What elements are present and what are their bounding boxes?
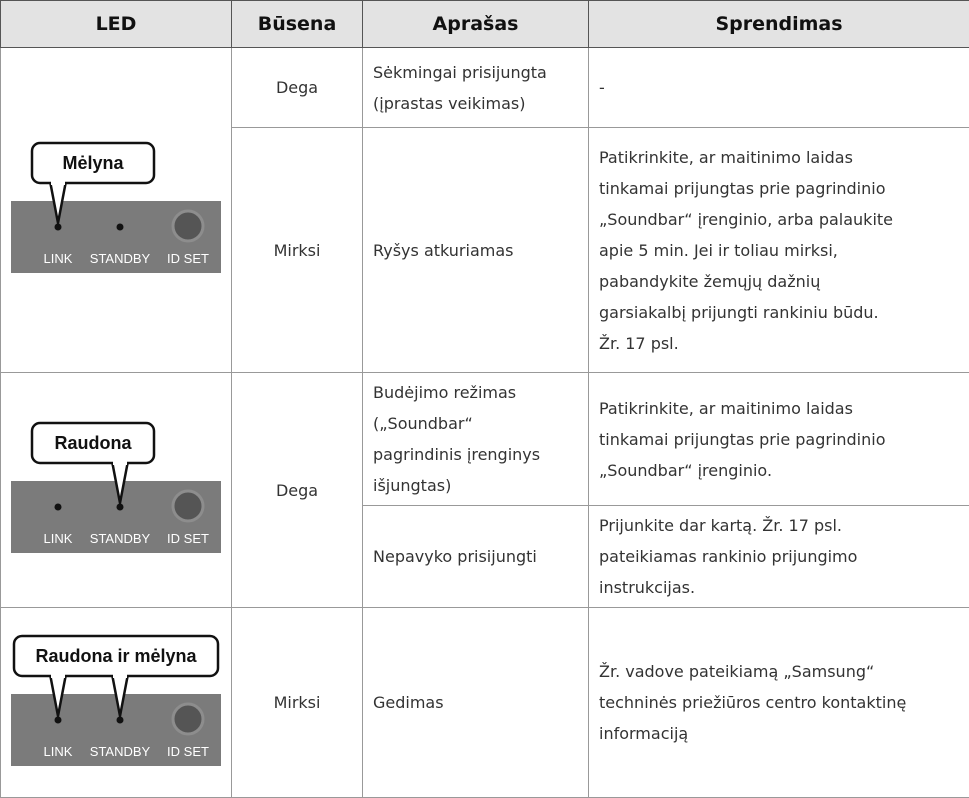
solution-cell: Žr. vadove pateikiamą „Samsung“techninės… [589,608,969,798]
text-line: Prijunkite dar kartą. Žr. 17 psl. [599,510,959,541]
description-cell: Gedimas [363,608,589,798]
led-cell: LINK STANDBY ID SET Mėlyna [1,48,232,373]
led-dot [117,224,124,231]
table-row: LINK STANDBY ID SET Raudona ir mėlyna Mirksi… [1,608,969,798]
text-line: tinkamai prijungtas prie pagrindinio [599,173,959,204]
led-cell: LINK STANDBY ID SET Raudona ir mėlyna [1,608,232,798]
text-line: techninės priežiūros centro kontaktinę [599,687,959,718]
description-cell: Nepavyko prisijungti [363,506,589,608]
bubble-tail-mask [113,672,127,678]
header-cell: Aprašas [363,1,589,48]
text-line: - [599,72,959,103]
solution-cell: Prijunkite dar kartą. Žr. 17 psl.pateiki… [589,506,969,608]
text-line: Gedimas [373,687,578,718]
text-line: apie 5 min. Jei ir toliau mirksi, [599,235,959,266]
text-line: Žr. vadove pateikiamą „Samsung“ [599,656,959,687]
id-set-button [173,704,203,734]
text-line: informaciją [599,718,959,749]
id-set-button [173,491,203,521]
text-line: Patikrinkite, ar maitinimo laidas [599,142,959,173]
solution-cell: - [589,48,969,128]
text-line: Sėkmingai prisijungta [373,57,578,88]
panel-label: LINK [44,251,73,266]
header-cell: Sprendimas [589,1,969,48]
text-line: Ryšys atkuriamas [373,235,578,266]
text-line: garsiakalbį prijungti rankiniu būdu. [599,297,959,328]
status-cell: Mirksi [232,128,363,373]
text-line: tinkamai prijungtas prie pagrindinio [599,424,959,455]
id-set-button [173,211,203,241]
text-line: „Soundbar“ įrenginio, arba palaukite [599,204,959,235]
panel-label: STANDBY [90,251,151,266]
status-cell: Dega [232,48,363,128]
text-line: Budėjimo režimas [373,377,578,408]
text-line: išjungtas) [373,470,578,501]
header-cell: Būsena [232,1,363,48]
panel-label: STANDBY [90,744,151,759]
description-cell: Budėjimo režimas(„Soundbar“pagrindinis į… [363,373,589,506]
panel-label: ID SET [167,531,209,546]
panel-label: LINK [44,744,73,759]
led-panel: LINK STANDBY ID SET Raudona ir mėlyna [6,628,226,768]
led-dot [117,504,124,511]
text-line: (įprastas veikimas) [373,88,578,119]
bubble-text: Raudona ir mėlyna [35,646,197,666]
led-dot [55,716,62,723]
led-cell: LINK STANDBY ID SET Raudona [1,373,232,608]
text-line: pateikiamas rankinio prijungimo [599,541,959,572]
text-line: pagrindinis įrenginys [373,439,578,470]
text-line: („Soundbar“ [373,408,578,439]
text-line: „Soundbar“ įrenginio. [599,455,959,486]
description-cell: Ryšys atkuriamas [363,128,589,373]
header-cell: LED [1,1,232,48]
panel-label: ID SET [167,251,209,266]
panel-label: LINK [44,531,73,546]
led-panel: LINK STANDBY ID SET Raudona [6,415,226,555]
bubble-tail-mask [51,672,65,678]
text-line: Nepavyko prisijungti [373,541,578,572]
bubble-text: Mėlyna [62,153,124,173]
text-line: pabandykite žemųjų dažnių [599,266,959,297]
text-line: Žr. 17 psl. [599,328,959,359]
led-panel: LINK STANDBY ID SET Mėlyna [6,135,226,275]
status-cell: Mirksi [232,608,363,798]
bubble-text: Raudona [54,433,132,453]
description-cell: Sėkmingai prisijungta(įprastas veikimas) [363,48,589,128]
panel-label: STANDBY [90,531,151,546]
led-dot [117,716,124,723]
bubble-tail-mask [51,179,65,185]
bubble-tail-mask [113,459,127,465]
panel-label: ID SET [167,744,209,759]
led-dot [55,504,62,511]
text-line: Patikrinkite, ar maitinimo laidas [599,393,959,424]
status-cell: Dega [232,373,363,608]
text-line: instrukcijas. [599,572,959,603]
led-dot [55,224,62,231]
